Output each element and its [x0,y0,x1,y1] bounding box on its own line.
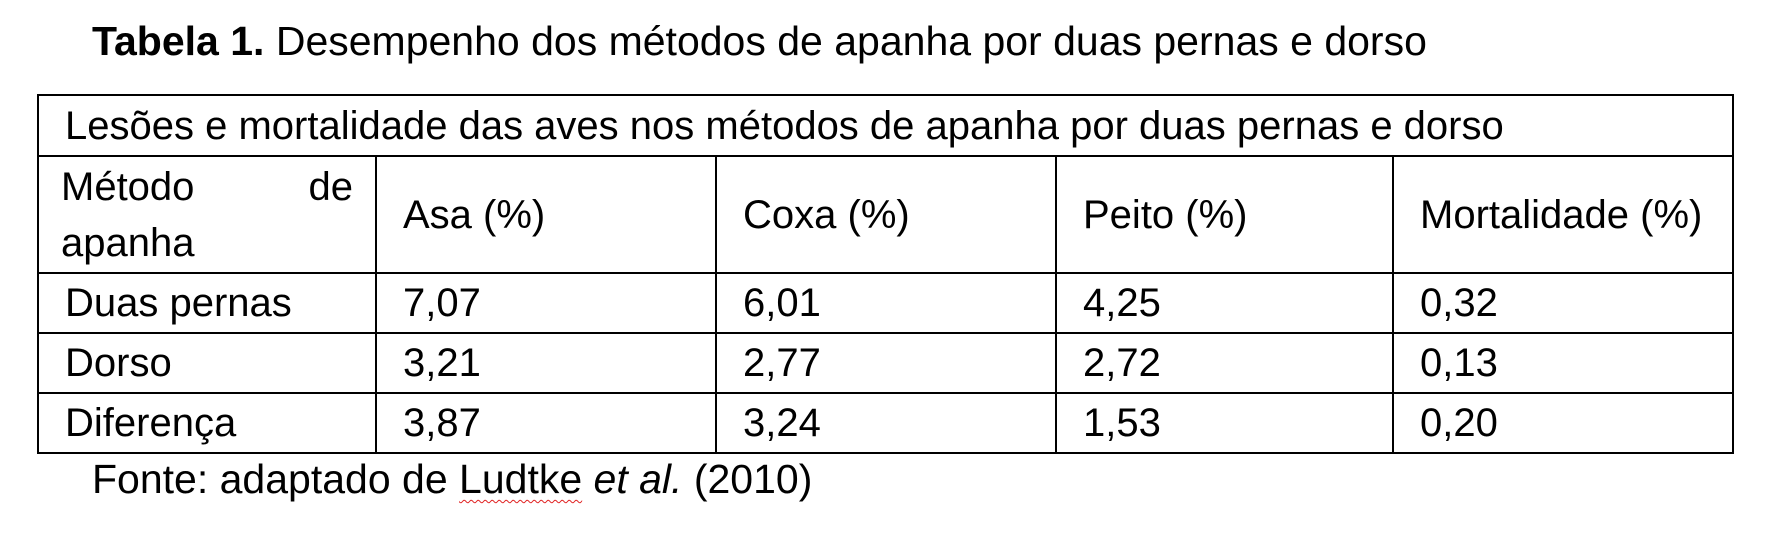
cell-wing: 3,87 [375,392,717,454]
row-label: Diferença [37,392,377,454]
cell-wing: 7,07 [375,272,717,334]
cell-mortality: 0,32 [1391,272,1735,334]
table-number: Tabela 1. [92,18,265,64]
column-header-wing: Asa (%) [375,155,717,274]
cell-breast: 4,25 [1055,272,1394,334]
table-row: Duas pernas 7,07 6,01 4,25 0,32 [37,272,1735,334]
data-table: Lesões e mortalidade das aves nos método… [36,94,1735,454]
table-header-row: Método de apanha Asa (%) Coxa (%) Peito … [37,155,1735,274]
table-row: Dorso 3,21 2,77 2,72 0,13 [37,332,1735,394]
cell-thigh: 2,77 [715,332,1057,394]
column-header-breast: Peito (%) [1055,155,1394,274]
row-label: Duas pernas [37,272,377,334]
source-prefix: Fonte: adaptado de [92,456,460,502]
cell-mortality: 0,13 [1391,332,1735,394]
column-header-thigh: Coxa (%) [715,155,1057,274]
column-header-mortality: Mortalidade (%) [1391,155,1735,274]
table-title-row: Lesões e mortalidade das aves nos método… [36,94,1735,157]
source-etal: et al. [593,456,683,502]
table-row: Diferença 3,87 3,24 1,53 0,20 [37,392,1735,454]
table-title: Lesões e mortalidade das aves nos método… [36,94,1735,157]
source-note: Fonte: adaptado de Ludtke et al. (2010) [92,454,812,504]
cell-thigh: 6,01 [715,272,1057,334]
table-caption: Tabela 1. Desempenho dos métodos de apan… [92,16,1427,66]
source-year: (2010) [682,456,813,502]
cell-wing: 3,21 [375,332,717,394]
cell-breast: 2,72 [1055,332,1394,394]
column-header-method: Método de apanha [37,155,377,274]
table-caption-text: Desempenho dos métodos de apanha por dua… [264,18,1427,64]
cell-thigh: 3,24 [715,392,1057,454]
source-author: Ludtke [459,456,583,502]
row-label: Dorso [37,332,377,394]
cell-mortality: 0,20 [1391,392,1735,454]
cell-breast: 1,53 [1055,392,1394,454]
